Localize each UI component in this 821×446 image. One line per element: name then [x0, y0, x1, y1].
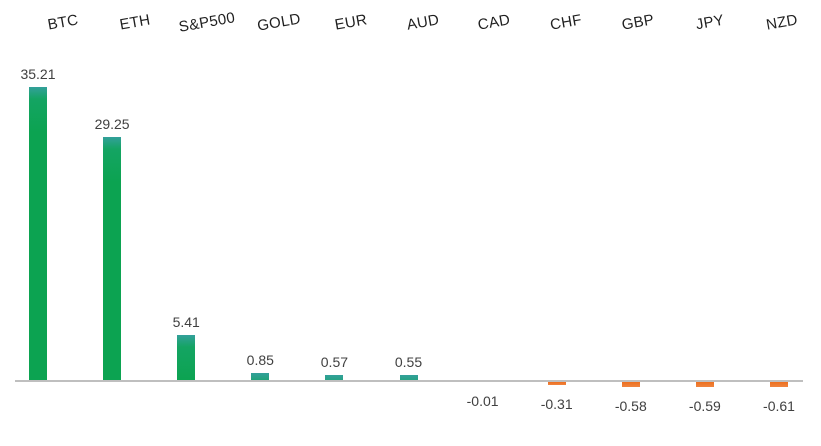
value-label-eth: 29.25 — [94, 115, 130, 132]
x-axis-baseline — [15, 380, 803, 382]
bar-btc — [29, 87, 47, 380]
value-label-btc: 35.21 — [20, 66, 56, 83]
value-label-aud: 0.55 — [394, 354, 423, 371]
bar-jpy — [695, 382, 714, 387]
value-label-sp500: 5.41 — [172, 313, 200, 330]
bar-sp500 — [177, 334, 196, 380]
value-label-nzd: -0.61 — [763, 398, 795, 415]
bar-chf — [547, 382, 566, 385]
bar-aud — [399, 375, 418, 380]
value-label-cad: -0.01 — [466, 393, 499, 410]
bar-nzd — [770, 382, 788, 388]
value-label-jpy: -0.59 — [688, 397, 721, 414]
bar-eth — [103, 136, 122, 380]
value-label-gold: 0.85 — [246, 351, 274, 368]
bar-eur — [325, 375, 344, 380]
bar-gbp — [621, 382, 640, 387]
value-label-chf: -0.31 — [540, 395, 573, 412]
bar-gold — [251, 372, 270, 380]
value-label-eur: 0.57 — [320, 354, 349, 371]
value-label-gbp: -0.58 — [614, 397, 647, 414]
